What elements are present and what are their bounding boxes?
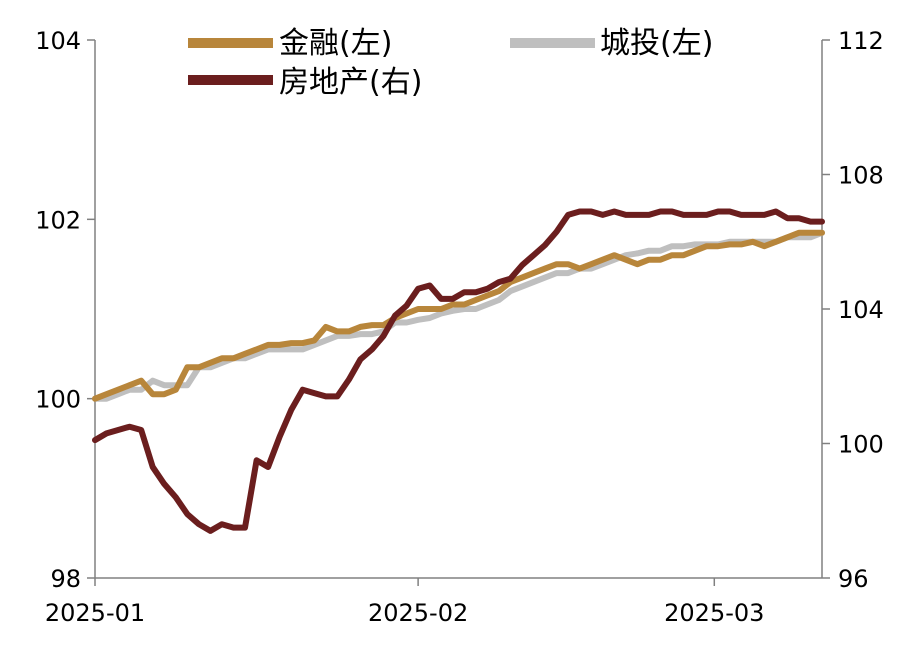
series-line-1 (92, 229, 825, 402)
x-tick-label: 2025-02 (368, 599, 468, 627)
series-layer (92, 208, 825, 534)
right-y-tick-label: 112 (838, 27, 884, 55)
left-y-tick-label: 100 (35, 386, 81, 414)
legend-label-1: 城投(左) (600, 26, 713, 61)
legend-label-0: 金融(左) (279, 26, 392, 61)
right-y-tick-label: 100 (838, 431, 884, 459)
chart-ticks: 98 100 102 104 96 100 104 108 112 2025-01 2025-02 2… (35, 27, 884, 627)
legend-label-2: 房地产(右) (279, 65, 422, 100)
series-line-0 (92, 229, 825, 402)
left-y-tick-label: 104 (35, 27, 81, 55)
series-line-2 (92, 208, 825, 534)
x-tick-label: 2025-03 (664, 599, 764, 627)
x-tick-label: 2025-01 (45, 599, 145, 627)
right-y-tick-label: 104 (838, 296, 884, 324)
left-y-tick-label: 98 (50, 565, 81, 593)
right-y-tick-label: 108 (838, 162, 884, 190)
left-y-tick-label: 102 (35, 206, 81, 234)
right-y-tick-label: 96 (838, 565, 869, 593)
legend: 金融(左) 城投(左) 房地产(右) (188, 26, 713, 100)
